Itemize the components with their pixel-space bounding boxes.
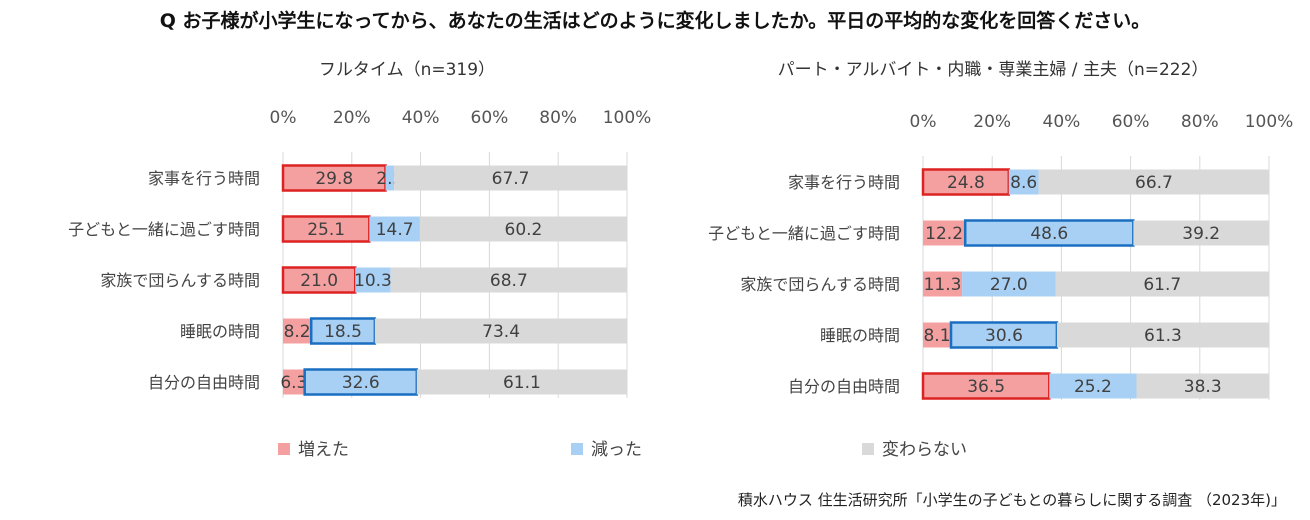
bar-segment (962, 271, 1056, 297)
legend-swatch (862, 443, 874, 455)
category-label: 睡眠の時間 (820, 326, 900, 345)
x-tick-label: 100% (1245, 112, 1294, 132)
chart-title: フルタイム（n=319） (319, 60, 495, 80)
source-note: 積水ハウス 住生活研究所「小学生の子どもとの暮らしに関する調査 （2023年)」 (737, 491, 1286, 509)
bar-segment (369, 216, 420, 242)
x-tick-label: 80% (1181, 112, 1219, 132)
bar-segment (394, 165, 627, 191)
data-label: 32.6 (342, 373, 380, 393)
data-label: 48.6 (1030, 224, 1068, 244)
data-label: 68.7 (490, 271, 528, 291)
category-label: 自分の自由時間 (148, 373, 260, 392)
legend-swatch (278, 443, 290, 455)
category-label: 自分の自由時間 (788, 377, 900, 396)
category-label: 家事を行う時間 (148, 169, 260, 188)
chart-2: パート・アルバイト・内職・専業主婦 / 主夫（n=222） 0% 20% 40% 60%… (708, 60, 1293, 400)
category-label: 睡眠の時間 (180, 322, 260, 341)
bar-segment (283, 318, 312, 344)
bar-segment (303, 368, 419, 396)
bar-segment (419, 216, 627, 242)
data-label: 61.1 (503, 373, 541, 393)
category-label: 家事を行う時間 (788, 173, 900, 192)
x-tick-label: 40% (402, 108, 440, 128)
data-label: 14.7 (376, 220, 414, 240)
data-label: 67.7 (492, 169, 530, 189)
data-label: 18.5 (324, 322, 362, 342)
data-label: 73.4 (482, 322, 520, 342)
data-label: 27.0 (990, 275, 1028, 295)
data-label: 36.5 (967, 377, 1005, 397)
data-label: 6.3 (280, 373, 307, 393)
bar-segment (1038, 169, 1270, 195)
legend-item: 増えた (278, 440, 349, 460)
bar-segment (355, 267, 391, 293)
bar-segment (281, 266, 357, 294)
data-label: 38.3 (1184, 377, 1222, 397)
data-label: 60.2 (505, 220, 543, 240)
data-label: 66.7 (1135, 173, 1173, 193)
x-tick-label: 40% (1043, 112, 1081, 132)
category-label: 家族で団らんする時間 (740, 275, 900, 294)
data-label: 39.2 (1182, 224, 1220, 244)
data-label: 61.3 (1144, 326, 1182, 346)
chart-title: パート・アルバイト・内職・専業主婦 / 主夫（n=222） (778, 60, 1209, 80)
data-label: 12.2 (925, 224, 963, 244)
data-label: 29.8 (315, 169, 353, 189)
bar-segment (385, 165, 395, 191)
legend-item: 減った (571, 440, 642, 460)
page-title: Q お子様が小学生になってから、あなたの生活はどのように変化しましたか。平日の平… (159, 10, 1151, 32)
bar-segment (1133, 220, 1269, 246)
legend-label: 減った (591, 440, 642, 460)
data-label: 10.3 (354, 271, 392, 291)
bar-segment (923, 220, 966, 246)
x-tick-label: 60% (471, 108, 509, 128)
data-label: 8.2 (284, 322, 311, 342)
bar-segment (416, 369, 627, 395)
x-tick-label: 0% (910, 112, 937, 132)
bar-segment (1008, 169, 1039, 195)
bar-segment (1056, 322, 1269, 348)
bar-segment (1049, 373, 1137, 399)
data-label: 21.0 (300, 271, 338, 291)
bar-segment (963, 219, 1135, 247)
legend-item: 変わらない (862, 440, 967, 460)
category-label: 家族で団らんする時間 (100, 271, 260, 290)
bar-segment (390, 267, 627, 293)
category-label: 子どもと一緒に過ごす時間 (68, 220, 260, 239)
x-tick-label: 20% (973, 112, 1011, 132)
data-label: 25.2 (1074, 377, 1112, 397)
x-tick-label: 100% (603, 108, 652, 128)
data-label: 25.1 (307, 220, 345, 240)
data-label: 8.1 (923, 326, 950, 346)
data-label: 24.8 (947, 173, 985, 193)
bar-segment (923, 271, 963, 297)
category-label: 子どもと一緒に過ごす時間 (708, 224, 900, 243)
legend-label: 増えた (298, 440, 349, 460)
bar-segment (374, 318, 628, 344)
data-label: 11.3 (924, 275, 962, 295)
data-label: 8.6 (1010, 173, 1037, 193)
bar-segment (921, 168, 1011, 196)
bar-segment (309, 317, 377, 345)
bar-segment (283, 369, 305, 395)
bar-segment (1136, 373, 1269, 399)
x-tick-label: 0% (270, 108, 297, 128)
bar-segment (1055, 271, 1269, 297)
legend-label: 変わらない (882, 440, 967, 460)
x-tick-label: 20% (333, 108, 371, 128)
data-label: 61.7 (1143, 275, 1181, 295)
data-label: 30.6 (985, 326, 1023, 346)
chart-1: フルタイム（n=319） 0% 20% 40% 60% 80% 100% 家事を行う時間 29.… (68, 60, 651, 398)
legend-swatch (571, 443, 583, 455)
bar-segment (923, 322, 952, 348)
x-tick-label: 60% (1112, 112, 1150, 132)
x-tick-label: 80% (539, 108, 577, 128)
